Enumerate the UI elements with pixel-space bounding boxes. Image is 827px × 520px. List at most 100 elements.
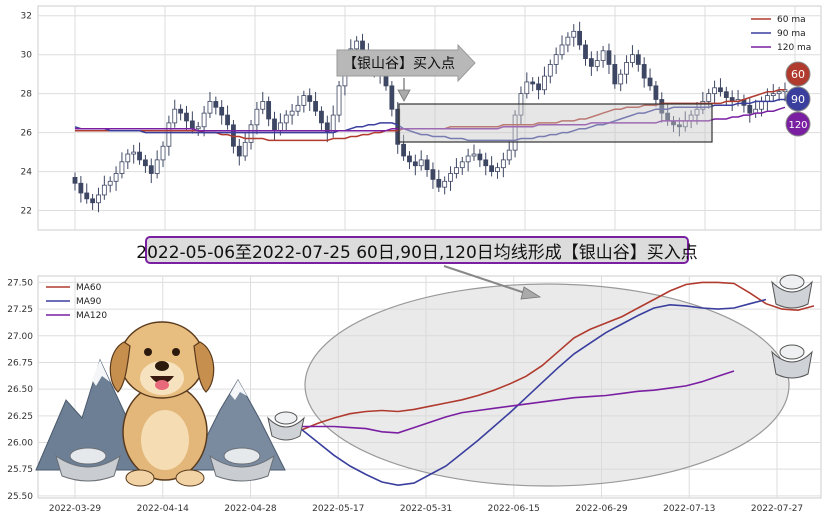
candle-body	[125, 153, 131, 163]
candle-body	[442, 180, 448, 188]
candle-body	[641, 64, 647, 79]
ingot-icon-end-top	[771, 274, 813, 309]
candle-body	[84, 192, 90, 200]
candle-body	[618, 73, 624, 85]
candle-body	[571, 30, 577, 38]
candle-body	[72, 177, 78, 184]
top-y-tick-label: 30	[21, 51, 33, 61]
candle-body	[647, 77, 653, 87]
candle-body	[723, 91, 729, 98]
candle-body	[107, 180, 113, 186]
candle-body	[184, 112, 189, 122]
ingot-icon-end-bottom-body	[771, 350, 813, 379]
candle-body	[530, 81, 536, 85]
top-y-tick-label: 28	[21, 90, 33, 100]
dog-eye-right	[172, 348, 180, 356]
candle-body	[248, 124, 254, 143]
bottom-y-tick-label: 25.50	[7, 492, 33, 502]
candle-body	[471, 153, 477, 157]
bottom-y-tick-label: 26.25	[7, 412, 33, 422]
bottom-x-tick-label: 2022-06-15	[488, 504, 540, 514]
badge-ma90-label: 90	[791, 93, 805, 106]
bottom-x-tick-label: 2022-07-27	[751, 504, 803, 514]
candle-body	[195, 126, 201, 130]
bottom-line-MA120	[302, 370, 735, 434]
candle-body	[459, 161, 465, 169]
top-y-tick-label: 26	[21, 129, 33, 139]
top-y-tick-label: 22	[21, 207, 32, 217]
candle-body	[565, 36, 571, 46]
callout-label: 【银山谷】买入点	[343, 56, 455, 72]
silver-ingot-right-top	[223, 447, 261, 465]
candle-body	[289, 110, 295, 116]
candle-body	[553, 54, 559, 65]
bottom-legend: MA60 MA90 MA120	[46, 283, 107, 321]
dog-eye-left	[144, 348, 152, 356]
candle-body	[336, 85, 342, 116]
candle-body	[747, 104, 753, 114]
dog-ear-left	[109, 341, 131, 393]
dog-ear-right	[193, 341, 215, 393]
ingot-icon-end-bottom	[771, 344, 813, 379]
badge-ma90	[785, 86, 811, 112]
silver-ingot-right	[209, 454, 275, 482]
legend-label-ma120: 120 ma	[777, 43, 811, 53]
bottom-x-tick-label: 2022-05-17	[312, 504, 364, 514]
candle-body	[301, 95, 307, 106]
badge-ma120-label: 120	[788, 120, 807, 131]
candle-body	[588, 58, 594, 67]
candle-body	[219, 106, 225, 116]
candle-body	[160, 145, 166, 161]
candle-body	[483, 159, 489, 167]
dog-nose	[155, 361, 169, 371]
bottom-y-axis-ticks: 25.50 25.75 26.00 26.25 26.50 26.75 27.00 27.25…	[7, 278, 33, 501]
candle-body	[189, 120, 195, 130]
candle-body	[266, 101, 272, 120]
candle-body	[260, 101, 266, 110]
candle-body	[759, 101, 764, 110]
bottom-y-tick-label: 26.50	[7, 385, 33, 395]
candle-body	[577, 30, 583, 46]
bottom-x-axis-ticks: 2022-03-29 2022-04-14 2022-04-28 2022-05-17…	[49, 504, 803, 514]
candle-body	[272, 118, 277, 132]
candle-body	[283, 114, 289, 124]
ingot-icon-end-bottom-cap	[779, 344, 805, 360]
candle-body	[354, 40, 360, 50]
bottom-x-tick-label: 2022-05-31	[400, 504, 452, 514]
candle-body	[659, 99, 665, 114]
bottom-line-MA90	[301, 298, 767, 487]
top-y-axis-ticks: 22 24 26 28 30 32	[21, 12, 33, 217]
top-gridlines	[38, 6, 821, 230]
bottom-x-tick-label: 2022-06-29	[575, 504, 628, 514]
dog-paw-right	[175, 469, 205, 487]
candle-body	[776, 91, 782, 95]
candle-body	[500, 159, 506, 169]
candle-body	[154, 159, 160, 174]
candle-body	[430, 169, 436, 180]
candle-body	[424, 159, 430, 171]
badge-ma60-label: 60	[791, 68, 805, 81]
candle-body	[612, 64, 618, 85]
candle-body	[78, 182, 84, 194]
candle-body	[113, 173, 119, 182]
candle-body	[489, 165, 495, 172]
dog-mascot-illustration	[35, 321, 286, 487]
focus-ellipse	[304, 283, 790, 487]
top-legend: 60 ma 90 ma 120 ma	[751, 15, 811, 53]
candle-body	[764, 95, 770, 102]
candle-body	[178, 108, 184, 114]
candle-body	[131, 151, 137, 155]
candle-body	[401, 143, 406, 157]
candle-body	[201, 112, 207, 128]
badge-ma60	[785, 61, 811, 87]
bottom-y-tick-label: 27.50	[7, 278, 33, 288]
silver-ingot-left	[55, 454, 121, 482]
candle-body	[225, 114, 230, 126]
ingot-icon-start-body	[267, 416, 305, 441]
candle-body	[277, 122, 283, 132]
candle-body	[536, 83, 541, 91]
signal-caption: 2022-05-06至2022-07-25 60日,90日,120日均线形成【银…	[136, 242, 698, 263]
candle-body	[101, 184, 107, 196]
mountain-left-snow	[92, 360, 110, 386]
line-panel: 25.50 25.75 26.00 26.25 26.50 26.75 27.00 27.25…	[7, 265, 822, 514]
